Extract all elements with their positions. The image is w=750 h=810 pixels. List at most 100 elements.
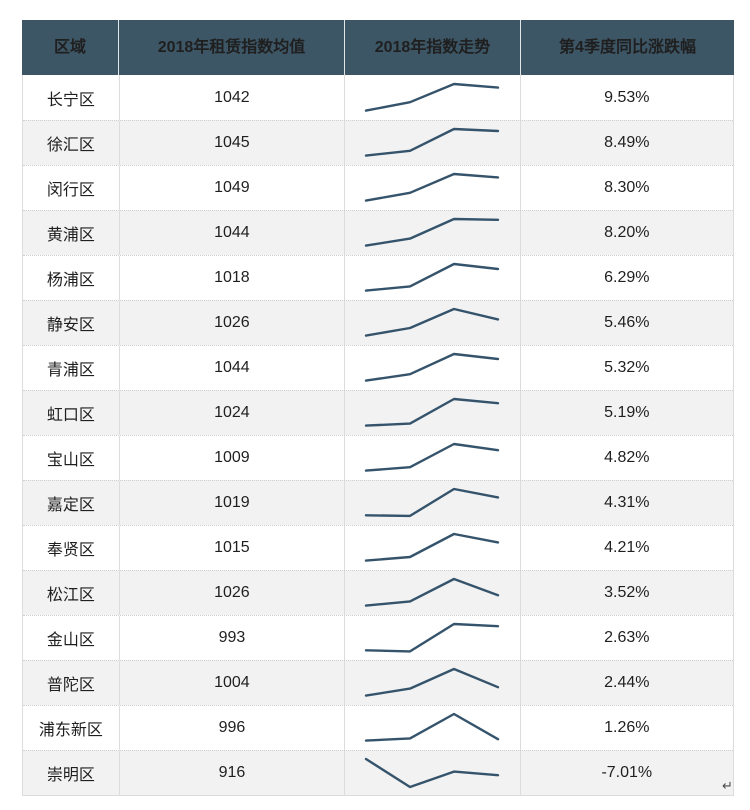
sparkline-chart [365, 442, 500, 472]
trend-sparkline-cell [344, 616, 520, 660]
sparkline-chart [365, 532, 500, 562]
table-row: 崇明区 916 -7.01% [23, 750, 733, 795]
mean-value-cell: 1009 [118, 436, 344, 480]
trend-sparkline-cell [344, 661, 520, 705]
table-row: 青浦区 1044 5.32% [23, 345, 733, 390]
q4-change-cell: 4.82% [519, 436, 733, 480]
region-cell: 虹口区 [46, 407, 95, 424]
table-row: 金山区 993 2.63% [23, 615, 733, 660]
mean-value-cell: 1044 [118, 211, 344, 255]
sparkline-chart [365, 397, 500, 427]
region-cell: 奉贤区 [46, 542, 95, 559]
q4-change-cell: 4.21% [519, 526, 733, 570]
table-row: 黄浦区 1044 8.20% [23, 210, 733, 255]
table-row: 徐汇区 1045 8.49% [23, 120, 733, 165]
trend-sparkline-cell [344, 391, 520, 435]
table-row: 闵行区 1049 8.30% [23, 165, 733, 210]
table-row: 奉贤区 1015 4.21% [23, 525, 733, 570]
trend-sparkline-cell [344, 211, 520, 255]
sparkline-chart [365, 262, 500, 292]
mean-value-cell: 1045 [118, 121, 344, 165]
sparkline-chart [365, 172, 500, 202]
q4-change-cell: 4.31% [519, 481, 733, 525]
q4-change-cell: 5.46% [519, 301, 733, 345]
table-row: 浦东新区 996 1.26% [23, 705, 733, 750]
q4-change-cell: -7.01% [519, 751, 733, 795]
mean-value-cell: 1026 [118, 571, 344, 615]
paragraph-end-mark-icon: ↵ [722, 778, 733, 793]
mean-value-cell: 993 [118, 616, 344, 660]
sparkline-chart [365, 307, 500, 337]
sparkline-chart [365, 82, 500, 112]
mean-value-cell: 1015 [118, 526, 344, 570]
rental-index-table: 区域 2018年租赁指数均值 2018年指数走势 第4季度同比涨跌幅 长宁区 10… [22, 20, 734, 796]
mean-value-cell: 1004 [118, 661, 344, 705]
trend-sparkline-cell [344, 436, 520, 480]
region-cell: 徐汇区 [46, 137, 95, 154]
trend-sparkline-cell [344, 706, 520, 750]
mean-value-cell: 1026 [118, 301, 344, 345]
sparkline-chart [365, 217, 500, 247]
header-trend-2018: 2018年指数走势 [344, 20, 520, 75]
table-row: 长宁区 1042 9.53% [23, 75, 733, 120]
trend-sparkline-cell [344, 526, 520, 570]
mean-value-cell: 1019 [118, 481, 344, 525]
q4-change-cell: 2.44% [519, 661, 733, 705]
header-region: 区域 [53, 38, 86, 56]
header-mean-2018: 2018年租赁指数均值 [118, 20, 344, 75]
table-row: 宝山区 1009 4.82% [23, 435, 733, 480]
region-cell: 长宁区 [46, 91, 95, 109]
mean-value-cell: 1049 [118, 166, 344, 210]
region-cell: 浦东新区 [38, 722, 103, 739]
sparkline-chart [365, 757, 500, 789]
trend-sparkline-cell [344, 256, 520, 300]
q4-change-cell: 3.52% [519, 571, 733, 615]
trend-sparkline-cell [344, 166, 520, 210]
q4-change-cell: 6.29% [519, 256, 733, 300]
mean-value-cell: 1024 [118, 391, 344, 435]
q4-change-cell: 9.53% [519, 75, 733, 120]
region-cell: 青浦区 [46, 362, 95, 379]
region-cell: 崇明区 [46, 767, 95, 784]
table-row: 嘉定区 1019 4.31% [23, 480, 733, 525]
region-cell: 宝山区 [46, 452, 95, 469]
table-header-row: 区域 2018年租赁指数均值 2018年指数走势 第4季度同比涨跌幅 [22, 20, 734, 75]
mean-value-cell: 1042 [118, 75, 344, 120]
q4-change-cell: 5.19% [519, 391, 733, 435]
region-cell: 普陀区 [46, 677, 95, 694]
sparkline-chart [365, 712, 500, 742]
region-cell: 松江区 [46, 587, 95, 604]
trend-sparkline-cell [344, 751, 520, 795]
table-row: 虹口区 1024 5.19% [23, 390, 733, 435]
region-cell: 静安区 [46, 317, 95, 334]
sparkline-chart [365, 127, 500, 157]
sparkline-chart [365, 622, 500, 653]
region-cell: 杨浦区 [46, 272, 95, 289]
trend-sparkline-cell [344, 346, 520, 390]
q4-change-cell: 8.49% [519, 121, 733, 165]
trend-sparkline-cell [344, 301, 520, 345]
trend-sparkline-cell [344, 571, 520, 615]
mean-value-cell: 996 [118, 706, 344, 750]
sparkline-chart [365, 352, 500, 382]
trend-sparkline-cell [344, 481, 520, 525]
region-cell: 金山区 [46, 632, 95, 649]
trend-sparkline-cell [344, 121, 520, 165]
region-cell: 黄浦区 [46, 227, 95, 244]
table-body: 长宁区 1042 9.53% 徐汇区 1045 8.49% 闵行区 1049 8.30% 黄浦区 1… [22, 75, 734, 796]
sparkline-chart [365, 577, 500, 607]
region-cell: 嘉定区 [46, 497, 95, 514]
q4-change-cell: 1.26% [519, 706, 733, 750]
table-row: 普陀区 1004 2.44% [23, 660, 733, 705]
table-row: 静安区 1026 5.46% [23, 300, 733, 345]
table-row: 松江区 1026 3.52% [23, 570, 733, 615]
q4-change-cell: 8.20% [519, 211, 733, 255]
sparkline-chart [365, 487, 500, 518]
header-q4-change: 第4季度同比涨跌幅 [520, 20, 734, 75]
mean-value-cell: 916 [118, 751, 344, 795]
mean-value-cell: 1044 [118, 346, 344, 390]
table-row: 杨浦区 1018 6.29% [23, 255, 733, 300]
q4-change-cell: 8.30% [519, 166, 733, 210]
sparkline-chart [365, 667, 500, 697]
region-cell: 闵行区 [46, 182, 95, 199]
